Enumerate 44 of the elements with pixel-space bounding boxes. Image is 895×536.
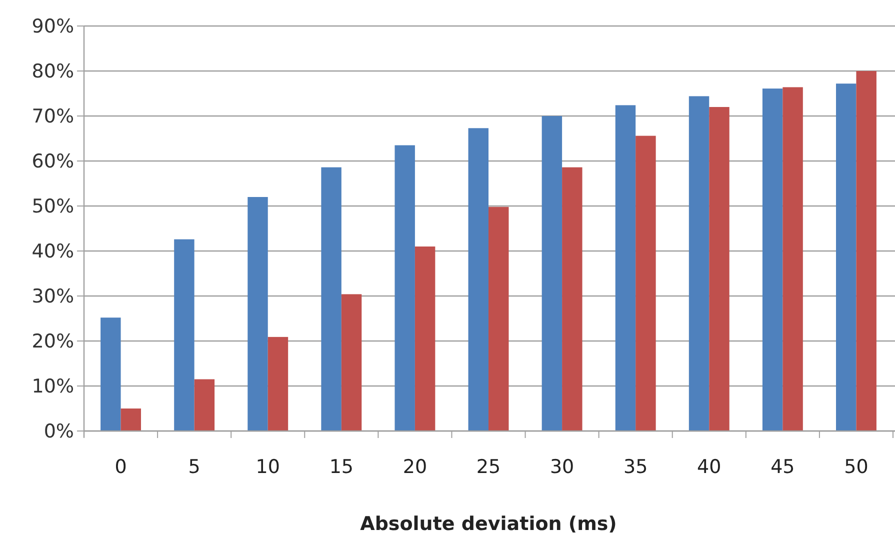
bar	[321, 167, 342, 431]
bar	[174, 239, 194, 431]
bar	[542, 116, 562, 431]
bar	[100, 318, 121, 431]
bar	[194, 379, 215, 431]
bar	[562, 167, 582, 431]
x-tick-label: 50	[844, 456, 868, 478]
bar	[268, 336, 288, 431]
bar	[488, 206, 509, 431]
bar	[709, 107, 730, 431]
bar	[636, 136, 656, 431]
bar	[836, 84, 856, 431]
y-tick-label: 80%	[32, 60, 74, 83]
bar	[394, 145, 415, 431]
bar	[120, 408, 141, 431]
y-tick-label: 40%	[32, 240, 74, 263]
bar	[856, 71, 876, 431]
x-tick-label: 40	[697, 456, 722, 478]
bar	[782, 87, 803, 431]
y-tick-label: 90%	[32, 16, 74, 38]
x-tick-label: 25	[476, 456, 501, 478]
x-tick-label: 15	[329, 456, 354, 478]
y-tick-label: 70%	[32, 106, 74, 128]
bar	[688, 96, 710, 431]
x-tick-label: 35	[623, 456, 648, 478]
x-tick-label: 5	[188, 456, 200, 478]
y-tick-label: 20%	[32, 330, 74, 353]
x-tick-label: 20	[402, 456, 428, 478]
x-tick-label: 45	[770, 456, 795, 478]
x-axis-title: Absolute deviation (ms)	[360, 513, 617, 535]
x-tick-label: 30	[550, 456, 574, 478]
bar	[762, 88, 783, 431]
bar	[468, 128, 488, 431]
y-tick-label: 60%	[32, 150, 74, 173]
bar	[248, 197, 268, 431]
y-tick-label: 30%	[32, 286, 74, 308]
bar	[414, 246, 436, 431]
y-tick-label: 0%	[44, 420, 74, 443]
x-tick-label: 0	[114, 456, 127, 478]
y-tick-label: 50%	[32, 196, 74, 218]
bar	[341, 294, 362, 431]
x-tick-label: 10	[256, 456, 280, 478]
bar	[615, 105, 636, 431]
y-tick-label: 10%	[32, 376, 74, 398]
